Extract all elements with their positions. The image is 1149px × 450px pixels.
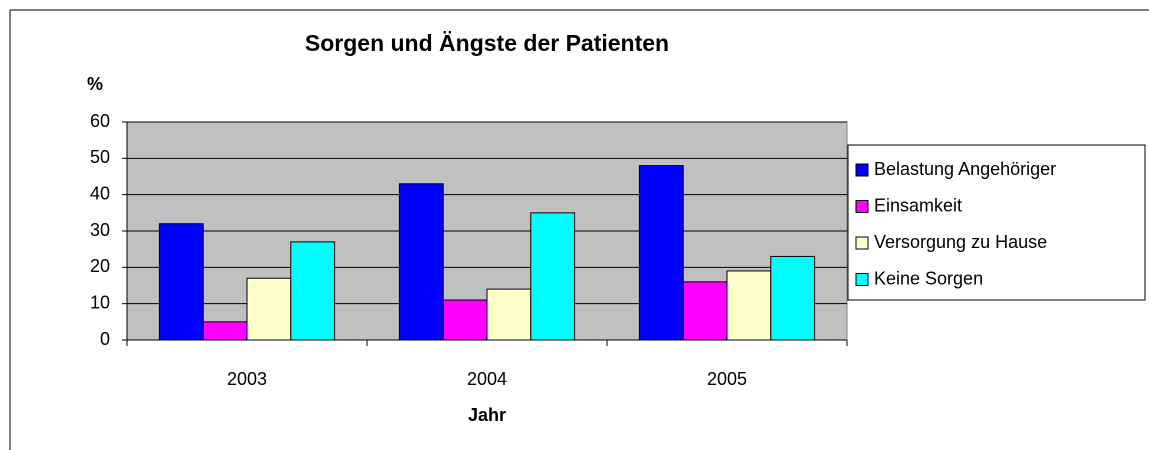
bar <box>682 281 728 341</box>
y-tick-label: 50 <box>90 147 110 167</box>
bar <box>486 288 532 341</box>
legend-label: Keine Sorgen <box>874 268 983 288</box>
legend-swatch <box>855 163 869 177</box>
legend-label: Einsamkeit <box>874 195 962 215</box>
legend-swatch <box>855 236 869 250</box>
bar <box>246 277 292 341</box>
y-tick-label: 60 <box>90 111 110 131</box>
bar <box>290 241 336 341</box>
x-axis-label: Jahr <box>468 405 506 425</box>
y-tick-label: 30 <box>90 220 110 240</box>
y-tick-label: 0 <box>100 329 110 349</box>
legend-label: Versorgung zu Hause <box>874 232 1047 252</box>
y-tick-label: 40 <box>90 183 110 203</box>
legend <box>847 144 1146 301</box>
bar <box>726 270 772 341</box>
bar <box>638 165 684 341</box>
bar <box>158 223 204 341</box>
bar <box>202 321 248 341</box>
chart-title: Sorgen und Ängste der Patienten <box>305 30 669 56</box>
bar <box>530 212 576 341</box>
legend-label: Belastung Angehöriger <box>874 159 1056 179</box>
x-tick-label: 2005 <box>707 369 747 389</box>
x-tick-label: 2004 <box>467 369 507 389</box>
y-axis-label: % <box>87 74 103 94</box>
bar <box>770 255 816 341</box>
y-tick-label: 20 <box>90 256 110 276</box>
legend-swatch <box>855 273 869 286</box>
x-tick-label: 2003 <box>227 369 267 389</box>
bar <box>442 299 488 341</box>
bar <box>398 183 444 341</box>
y-tick-label: 10 <box>90 292 110 312</box>
legend-swatch <box>855 200 869 213</box>
